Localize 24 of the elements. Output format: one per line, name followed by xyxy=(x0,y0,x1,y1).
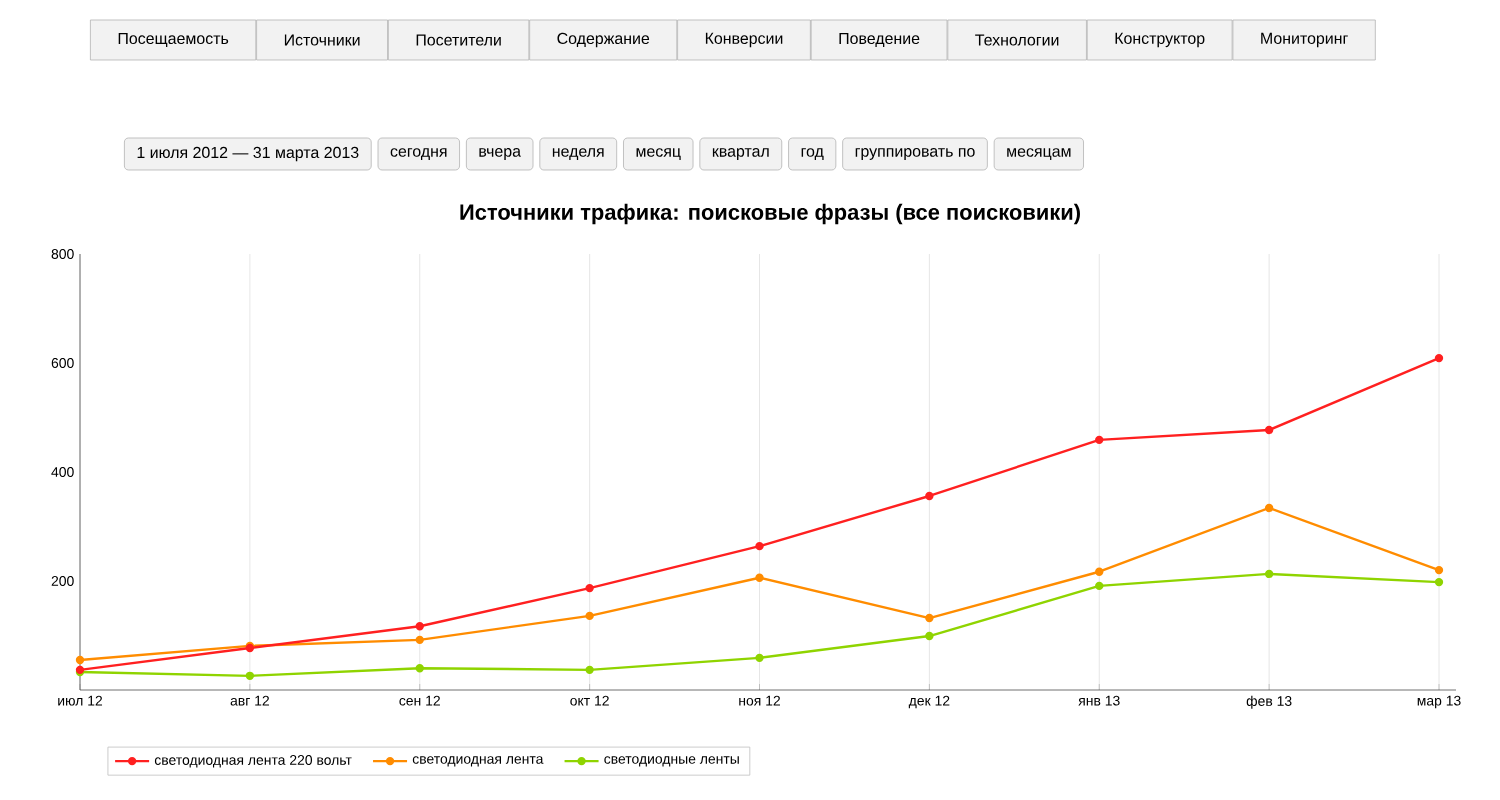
point xyxy=(1434,577,1444,587)
point xyxy=(755,541,764,551)
point xyxy=(245,671,255,681)
point xyxy=(75,655,85,665)
point xyxy=(585,665,594,675)
point xyxy=(1095,435,1104,445)
point xyxy=(585,611,594,621)
point xyxy=(1095,581,1104,591)
point xyxy=(1264,569,1274,579)
point xyxy=(1434,565,1444,575)
point xyxy=(755,653,764,663)
point xyxy=(585,583,594,593)
point xyxy=(925,631,934,641)
point xyxy=(1095,567,1104,576)
point xyxy=(755,573,764,582)
point xyxy=(1434,353,1444,363)
point xyxy=(925,613,934,623)
point xyxy=(925,491,934,501)
point xyxy=(415,664,424,673)
point xyxy=(415,622,424,631)
chart-title: Источники трафика: поисковые фразы (все поисковики) xyxy=(460,203,1080,225)
point xyxy=(415,635,424,645)
point xyxy=(1264,503,1274,513)
point xyxy=(1264,425,1274,435)
